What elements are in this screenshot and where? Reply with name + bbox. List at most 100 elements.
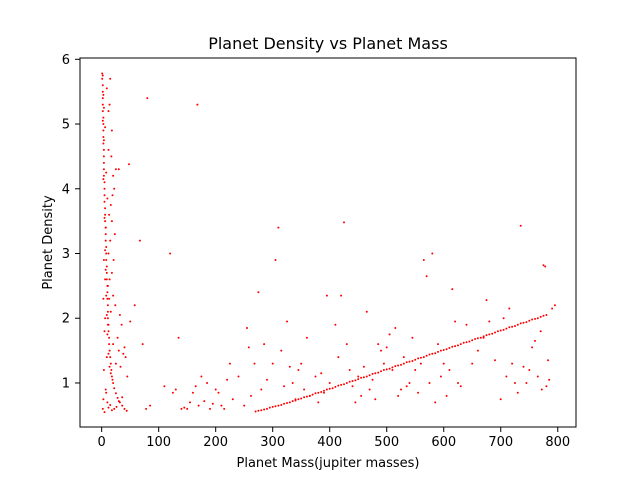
data-point bbox=[314, 392, 317, 395]
data-point bbox=[465, 323, 468, 326]
data-point bbox=[437, 350, 439, 353]
data-point bbox=[422, 259, 425, 261]
data-point bbox=[117, 168, 120, 171]
data-point bbox=[428, 353, 431, 356]
data-point bbox=[250, 394, 252, 397]
data-point bbox=[496, 330, 499, 333]
data-point bbox=[103, 181, 106, 184]
data-point bbox=[102, 136, 105, 138]
data-point bbox=[186, 407, 189, 410]
data-point bbox=[102, 161, 105, 164]
data-point bbox=[362, 376, 365, 379]
data-point bbox=[457, 344, 459, 347]
data-point bbox=[119, 365, 122, 368]
data-point bbox=[108, 343, 111, 346]
data-point bbox=[471, 339, 474, 342]
data-point bbox=[428, 382, 431, 384]
data-point bbox=[113, 233, 116, 236]
data-point bbox=[271, 362, 274, 365]
data-point bbox=[291, 400, 294, 403]
data-point bbox=[126, 375, 129, 378]
data-point bbox=[328, 387, 331, 390]
data-point bbox=[123, 407, 126, 410]
data-point bbox=[110, 155, 113, 158]
data-point bbox=[277, 226, 280, 229]
data-point bbox=[534, 317, 536, 320]
data-point bbox=[539, 315, 542, 318]
data-point bbox=[345, 343, 348, 346]
data-point bbox=[534, 339, 536, 342]
data-point bbox=[314, 375, 317, 378]
data-point bbox=[106, 284, 109, 287]
data-point bbox=[522, 365, 525, 368]
data-point bbox=[102, 148, 105, 151]
data-point bbox=[280, 404, 283, 406]
data-point bbox=[371, 372, 374, 375]
data-point bbox=[171, 391, 174, 394]
data-point bbox=[519, 224, 522, 227]
data-point bbox=[499, 398, 502, 401]
data-point bbox=[505, 327, 508, 330]
data-point bbox=[283, 385, 286, 388]
data-point bbox=[437, 343, 439, 346]
data-point bbox=[106, 291, 109, 294]
data-point bbox=[113, 387, 116, 390]
data-point bbox=[531, 346, 534, 349]
data-point bbox=[109, 356, 112, 359]
data-point bbox=[104, 220, 107, 223]
data-point bbox=[385, 346, 388, 349]
data-point bbox=[266, 407, 268, 410]
data-point bbox=[454, 320, 457, 323]
data-point bbox=[121, 404, 124, 407]
data-point bbox=[110, 369, 113, 371]
data-point bbox=[105, 271, 108, 274]
data-point bbox=[528, 319, 531, 322]
data-point bbox=[111, 378, 114, 381]
data-point bbox=[425, 354, 428, 357]
data-point bbox=[516, 323, 519, 326]
data-point bbox=[101, 103, 104, 106]
data-point bbox=[253, 362, 256, 365]
data-point bbox=[104, 249, 107, 252]
data-point bbox=[101, 110, 104, 113]
data-point bbox=[223, 407, 226, 410]
data-point bbox=[476, 349, 479, 352]
data-point bbox=[237, 375, 240, 378]
data-point bbox=[274, 259, 277, 261]
data-point bbox=[317, 401, 320, 404]
data-point bbox=[311, 393, 314, 396]
y-tick-label: 1 bbox=[62, 376, 70, 391]
data-point bbox=[101, 90, 104, 93]
data-point bbox=[297, 398, 300, 401]
y-tick-label: 4 bbox=[62, 182, 70, 197]
data-point bbox=[391, 366, 394, 369]
data-point bbox=[488, 320, 491, 323]
data-point bbox=[102, 178, 105, 181]
data-point bbox=[226, 378, 229, 381]
data-point bbox=[105, 278, 108, 281]
data-point bbox=[104, 268, 107, 271]
data-point bbox=[340, 383, 343, 386]
data-point bbox=[268, 406, 271, 409]
data-point bbox=[511, 362, 514, 365]
data-point bbox=[459, 385, 462, 388]
x-tick-label: 600 bbox=[431, 435, 456, 450]
data-point bbox=[542, 314, 545, 317]
data-point bbox=[334, 323, 337, 326]
data-point bbox=[414, 358, 417, 361]
data-point bbox=[334, 385, 337, 388]
data-point bbox=[457, 382, 459, 384]
data-point bbox=[553, 304, 556, 307]
data-point bbox=[522, 321, 525, 324]
data-point bbox=[107, 330, 110, 333]
data-point bbox=[101, 77, 104, 80]
x-axis-label: Planet Mass(jupiter masses) bbox=[237, 456, 420, 471]
data-point bbox=[511, 325, 514, 328]
data-point bbox=[305, 395, 308, 398]
y-tick-label: 3 bbox=[62, 247, 70, 262]
data-point bbox=[247, 346, 250, 349]
data-point bbox=[114, 362, 117, 365]
data-point bbox=[354, 401, 357, 404]
data-point bbox=[357, 378, 360, 381]
data-point bbox=[274, 405, 277, 408]
